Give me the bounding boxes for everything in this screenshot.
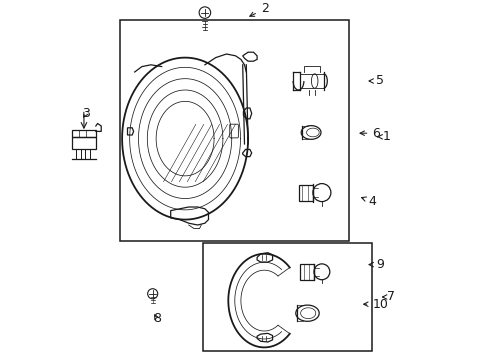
Text: 6: 6	[359, 127, 379, 140]
Text: 9: 9	[368, 258, 383, 271]
Text: 7: 7	[382, 291, 394, 303]
Text: 4: 4	[361, 195, 376, 208]
Bar	[120, 20, 348, 241]
Bar	[300, 264, 313, 280]
Text: 10: 10	[363, 298, 387, 311]
Bar	[298, 185, 312, 201]
Text: 3: 3	[81, 107, 89, 120]
Text: 2: 2	[249, 3, 268, 16]
Text: 5: 5	[368, 75, 383, 87]
Bar	[203, 243, 371, 351]
Text: 1: 1	[377, 130, 390, 143]
Text: 8: 8	[152, 312, 161, 325]
